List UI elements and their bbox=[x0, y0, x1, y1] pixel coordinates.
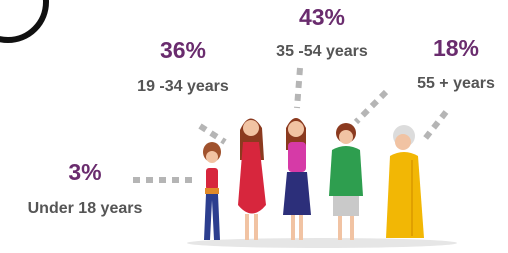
percent: 3% bbox=[68, 159, 101, 185]
figure-middle-woman bbox=[329, 123, 363, 240]
figure-young-woman bbox=[238, 118, 266, 240]
ground-shadow bbox=[187, 238, 457, 248]
connector bbox=[200, 126, 225, 142]
connector bbox=[424, 112, 446, 140]
connector bbox=[356, 92, 386, 122]
connector bbox=[297, 68, 300, 108]
figure-elder-woman bbox=[386, 125, 424, 238]
age-label: Under 18 years bbox=[28, 200, 143, 217]
age-label: 55 + years bbox=[417, 75, 495, 92]
percent: 36% bbox=[160, 37, 206, 63]
age-label: 35 -54 years bbox=[276, 43, 368, 60]
percent: 43% bbox=[299, 4, 345, 30]
age-label: 19 -34 years bbox=[137, 78, 229, 95]
figure-child bbox=[203, 142, 221, 240]
logo-ring bbox=[0, 0, 46, 40]
figure-woman bbox=[283, 118, 311, 240]
infographic: 3% Under 18 years 36% 19 -34 years 43% 3… bbox=[0, 0, 508, 253]
percent: 18% bbox=[433, 35, 479, 61]
